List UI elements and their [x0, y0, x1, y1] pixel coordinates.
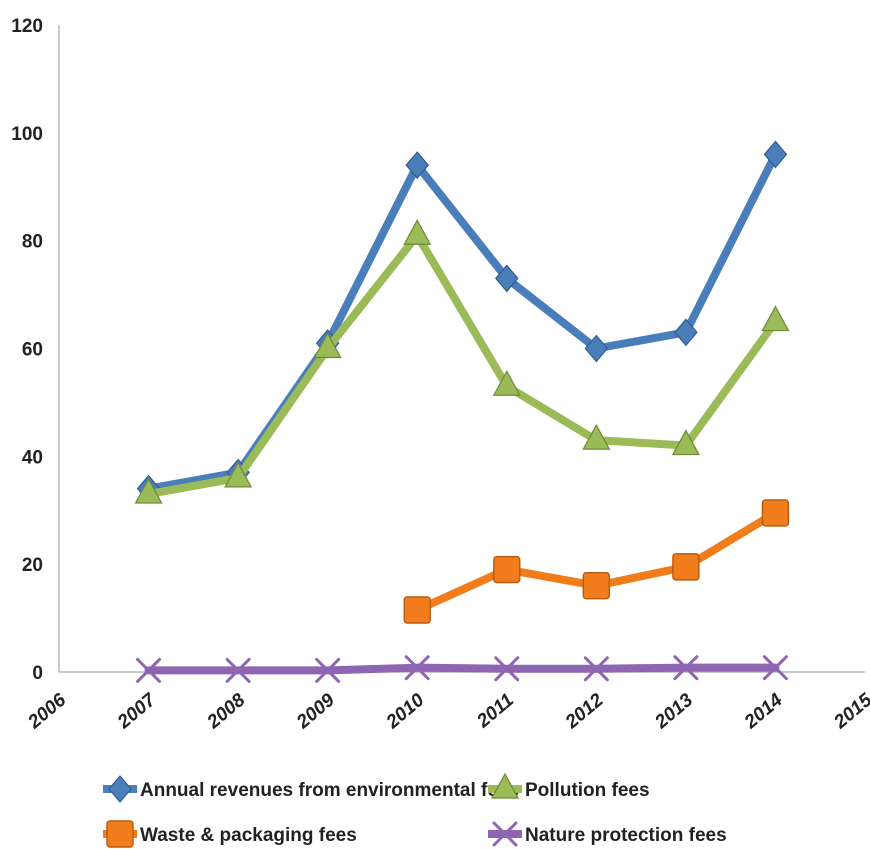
legend-item: Nature protection fees: [488, 821, 727, 847]
series-2: [403, 499, 790, 624]
data-point: [672, 553, 700, 581]
legend-marker: [492, 821, 518, 847]
x-tick-label: 2008: [203, 689, 250, 733]
x-tick-label: 2009: [292, 689, 339, 733]
y-tick-label: 120: [11, 16, 43, 37]
data-point: [582, 423, 611, 450]
data-point: [494, 656, 520, 682]
data-point: [671, 429, 700, 456]
x-tick-label: 2013: [650, 689, 697, 733]
legend-marker: [106, 820, 134, 848]
y-tick-label: 100: [11, 124, 43, 145]
chart-legend: Annual revenues from environmental fees P…: [103, 772, 727, 848]
data-point: [313, 332, 342, 359]
data-point: [225, 657, 251, 683]
data-point: [583, 656, 609, 682]
x-tick-label: 2006: [24, 689, 71, 733]
series-line: [144, 663, 780, 675]
legend-label: Waste & packaging fees: [140, 825, 357, 846]
series-1: [134, 219, 790, 504]
data-point: [674, 318, 698, 347]
data-point: [224, 461, 253, 488]
legend-label: Pollution fees: [525, 780, 650, 801]
y-tick-label: 40: [22, 447, 43, 468]
x-tick-label: 2007: [113, 689, 161, 734]
legend-label: Annual revenues from environmental fees: [140, 780, 519, 801]
x-tick-label: 2012: [561, 689, 608, 733]
data-point: [673, 655, 699, 681]
legend-item: Annual revenues from environmental fees: [103, 775, 519, 803]
x-tick-label: 2014: [740, 689, 787, 733]
x-tick-label: 2010: [382, 689, 429, 733]
y-tick-label: 60: [22, 340, 43, 361]
data-point: [582, 572, 611, 600]
series-3: [136, 655, 788, 683]
data-point: [762, 655, 788, 681]
legend-label: Nature protection fees: [525, 825, 727, 846]
y-tick-label: 80: [22, 232, 43, 253]
data-point: [761, 499, 790, 527]
data-point: [493, 555, 521, 584]
y-tick-label: 20: [22, 555, 43, 576]
series-line: [144, 231, 780, 499]
legend-item: Pollution fees: [488, 772, 650, 801]
y-tick-label: 0: [32, 663, 43, 684]
data-point: [584, 334, 609, 363]
x-tick-label: 2015: [830, 689, 870, 733]
legend-marker: [490, 772, 520, 799]
data-point: [761, 305, 790, 332]
data-point: [492, 369, 521, 396]
data-point: [136, 657, 162, 683]
chart-series: [134, 140, 790, 683]
data-point: [134, 477, 163, 504]
x-tick-label: 2011: [472, 690, 518, 733]
legend-marker: [108, 775, 132, 803]
data-point: [404, 655, 430, 681]
data-point: [494, 264, 519, 293]
data-point: [403, 219, 432, 245]
data-point: [405, 151, 430, 180]
data-point: [403, 596, 431, 624]
legend-item: Waste & packaging fees: [103, 820, 357, 848]
data-point: [763, 140, 788, 169]
data-point: [315, 657, 341, 683]
